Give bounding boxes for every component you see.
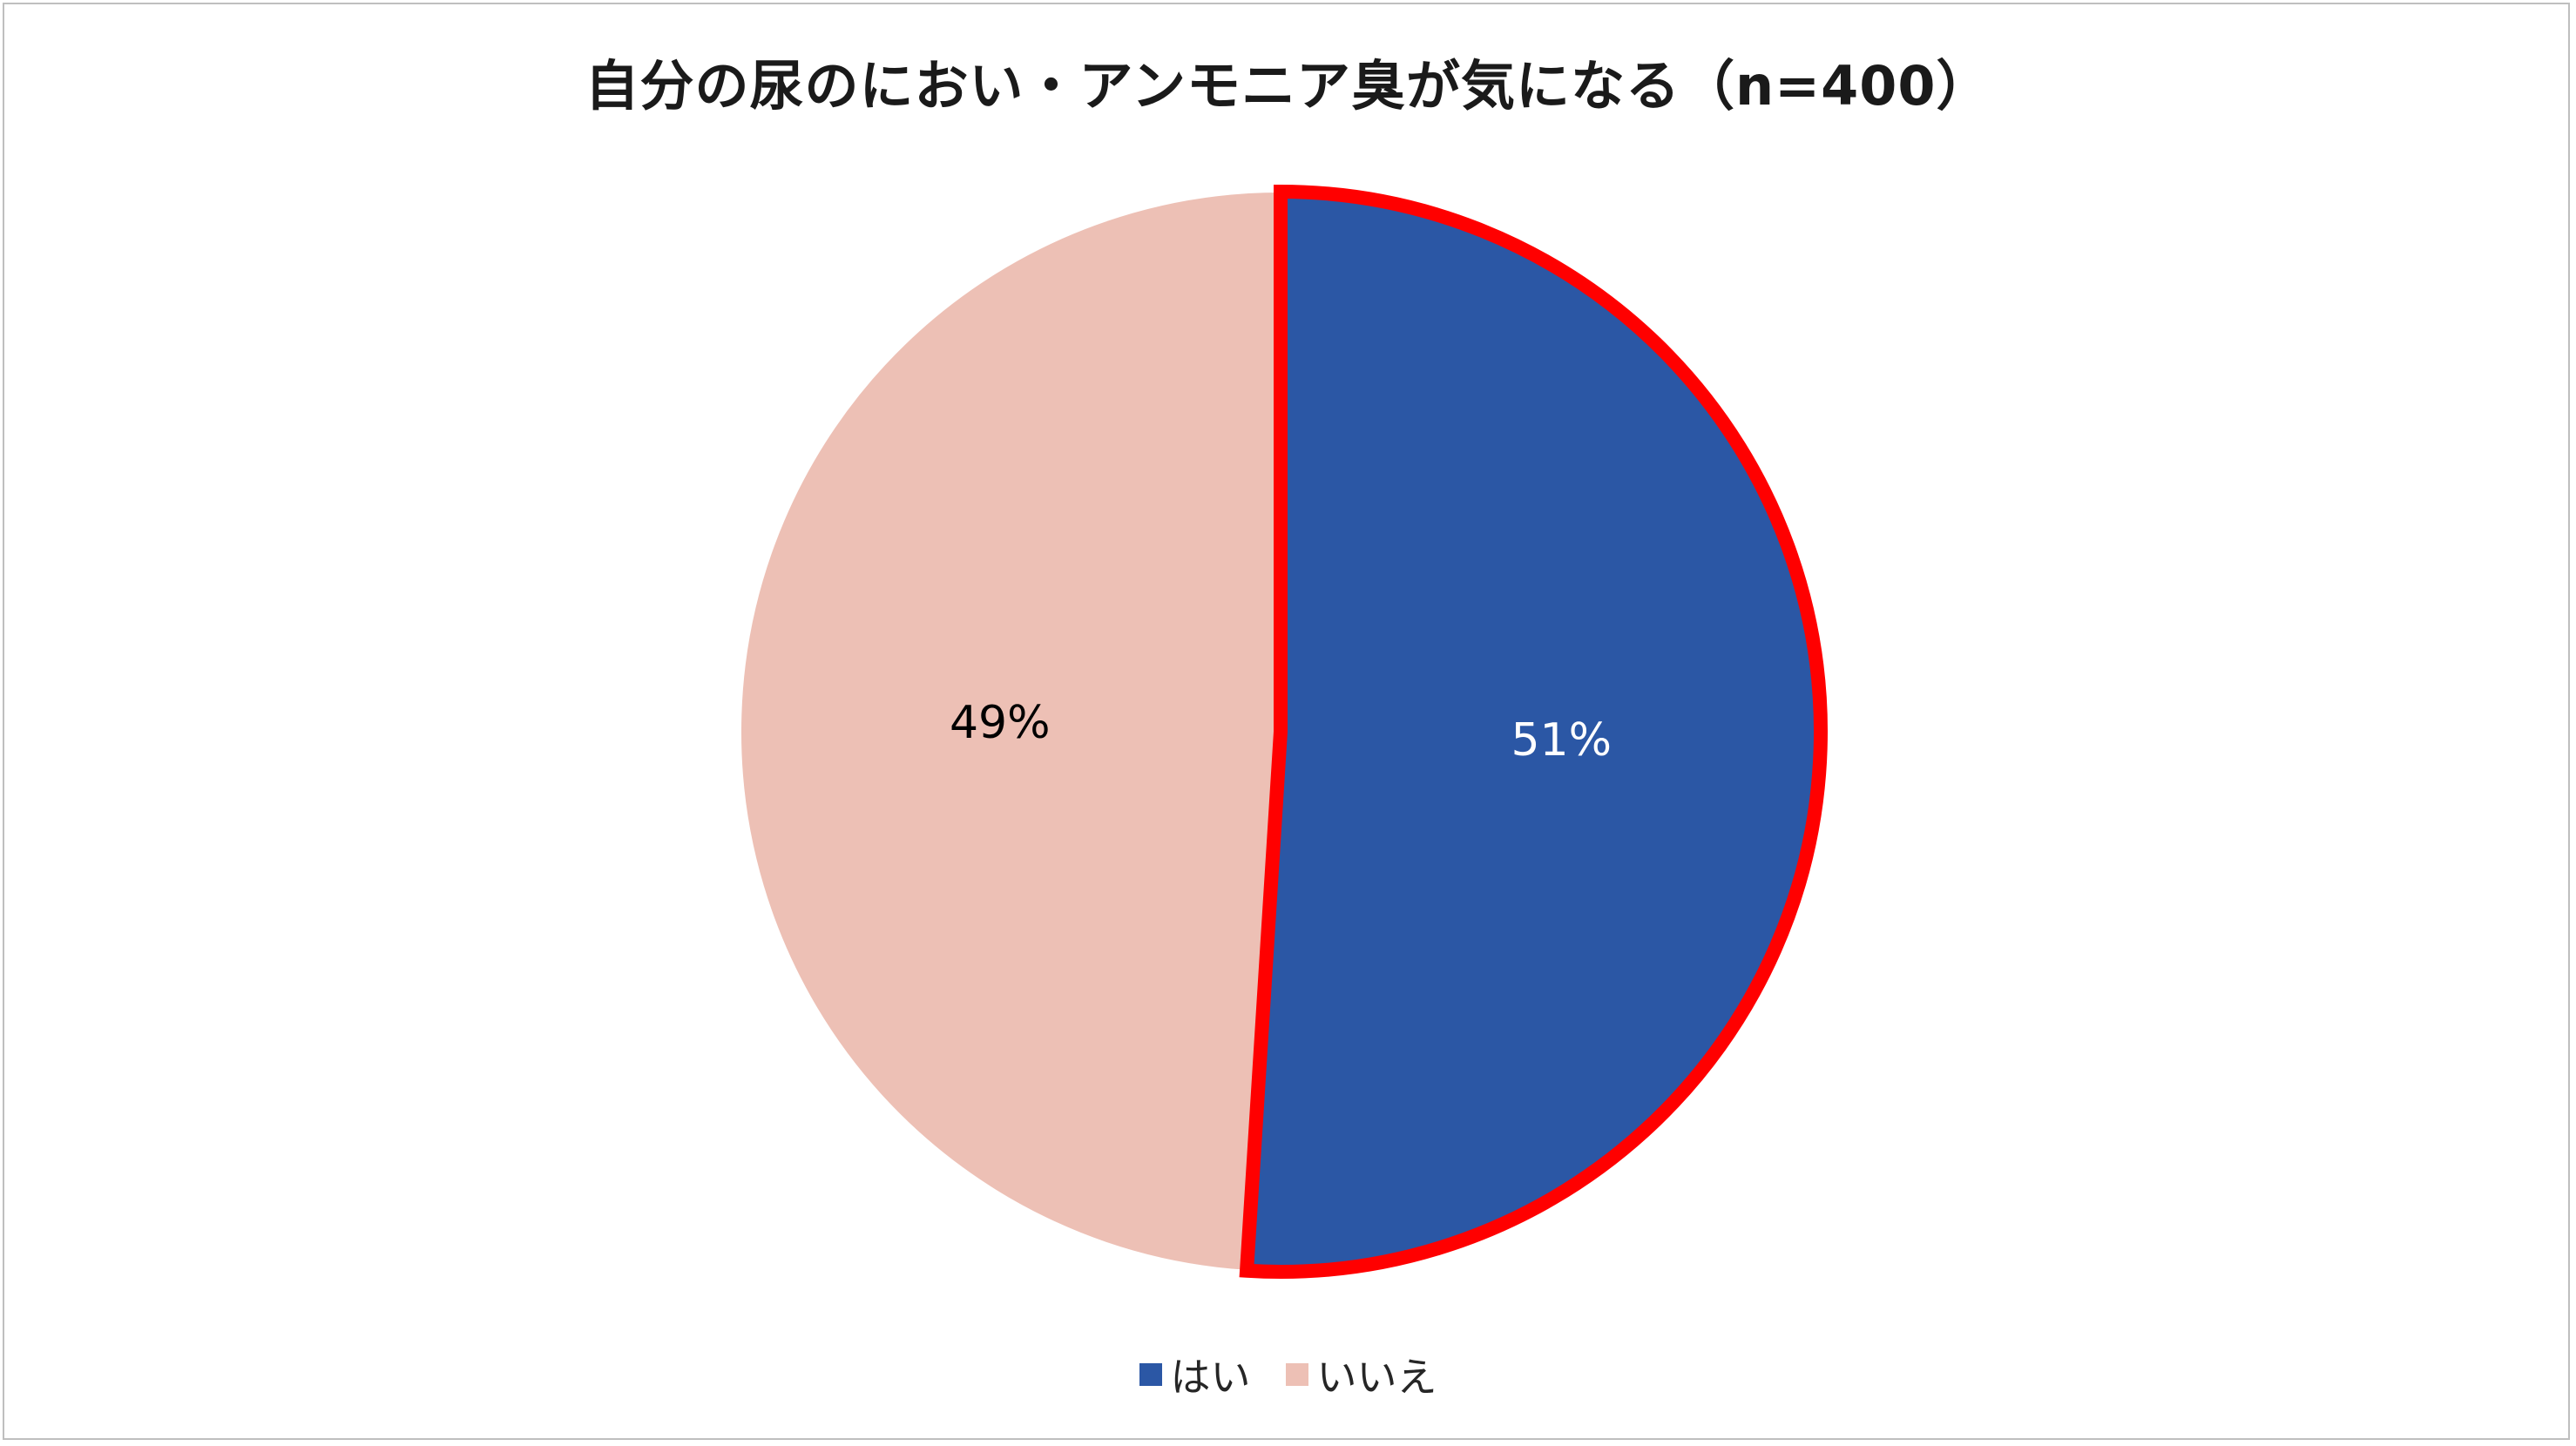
legend-swatch-yes bbox=[1139, 1363, 1162, 1386]
pie-slice-no bbox=[739, 190, 1281, 1272]
legend-label-no: いいえ bbox=[1316, 1354, 1437, 1401]
legend-item-no: いいえ bbox=[1285, 1346, 1437, 1403]
pie-slice-labels: 51% 49% bbox=[950, 697, 1612, 767]
pie-label-yes: 51% bbox=[1511, 714, 1612, 767]
legend-item-yes: はい bbox=[1139, 1346, 1251, 1403]
legend: はい いいえ bbox=[0, 1346, 2576, 1403]
pie-slices bbox=[739, 184, 1828, 1279]
legend-label-yes: はい bbox=[1170, 1354, 1251, 1401]
chart-title: 自分の尿のにおい・アンモニア臭が気になる（n=400） bbox=[585, 54, 1991, 118]
pie-label-no: 49% bbox=[950, 697, 1051, 749]
pie-slice-yes bbox=[1239, 184, 1828, 1279]
legend-swatch-no bbox=[1285, 1363, 1308, 1386]
